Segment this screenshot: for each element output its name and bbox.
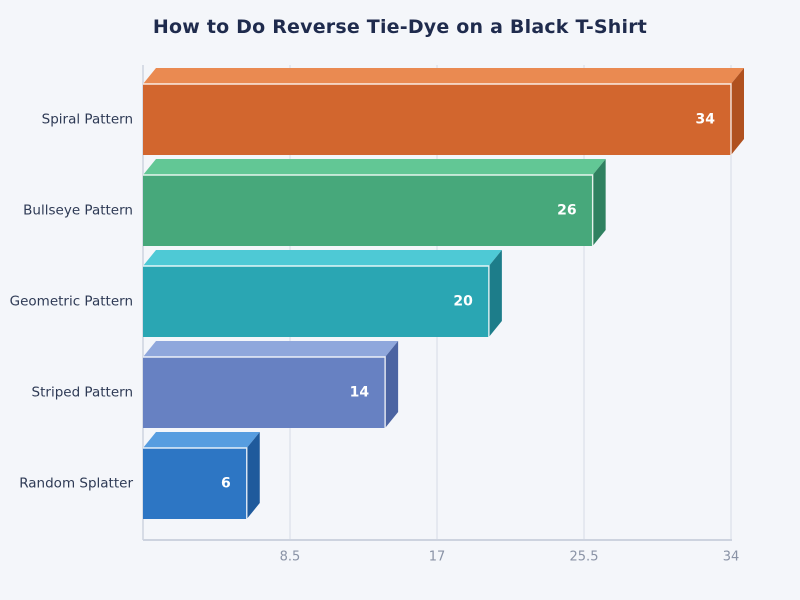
bar-front-face	[143, 266, 489, 337]
bar-striped-pattern[interactable]: 14	[143, 341, 399, 428]
category-label: Spiral Pattern	[42, 112, 133, 128]
x-tick-label: 17	[429, 550, 446, 565]
value-label: 34	[696, 112, 716, 128]
bar-top-face	[143, 68, 744, 84]
bar-top-face	[143, 159, 606, 175]
bar-front-face	[143, 357, 386, 428]
bar-top-face	[143, 432, 260, 448]
bar-side-face	[385, 341, 399, 428]
bar-side-face	[731, 68, 744, 155]
x-tick-label: 8.5	[280, 550, 301, 565]
bar-side-face	[488, 250, 502, 337]
bar-edge-highlight	[143, 447, 248, 519]
x-tick-label: 34	[723, 550, 740, 565]
bar-edge-highlight	[143, 356, 386, 428]
bar-edge-highlight	[143, 265, 490, 337]
value-label: 6	[221, 476, 231, 492]
bar-geometric-pattern[interactable]: 20	[143, 250, 502, 337]
bar-side-face	[246, 432, 260, 519]
bar-side-face	[592, 159, 606, 246]
bar-top-face	[143, 341, 399, 357]
bar-front-face	[143, 448, 247, 519]
category-label: Striped Pattern	[32, 385, 133, 401]
category-label: Bullseye Pattern	[23, 203, 133, 219]
bar-top-face	[143, 250, 502, 266]
bar-spiral-pattern[interactable]: 34	[143, 68, 744, 155]
value-label: 26	[557, 203, 576, 219]
chart-title: How to Do Reverse Tie-Dye on a Black T-S…	[152, 16, 648, 38]
bar-edge-highlight	[143, 174, 594, 246]
bar-front-face	[143, 84, 731, 155]
category-label: Random Splatter	[19, 476, 133, 492]
bar-edge-highlight	[143, 83, 732, 155]
category-label: Geometric Pattern	[10, 294, 133, 310]
bar-random-splatter[interactable]: 6	[143, 432, 260, 519]
bar-bullseye-pattern[interactable]: 26	[143, 159, 606, 246]
x-tick-label: 25.5	[570, 550, 599, 565]
value-label: 20	[453, 294, 473, 310]
bar-front-face	[143, 175, 593, 246]
value-label: 14	[350, 385, 370, 401]
